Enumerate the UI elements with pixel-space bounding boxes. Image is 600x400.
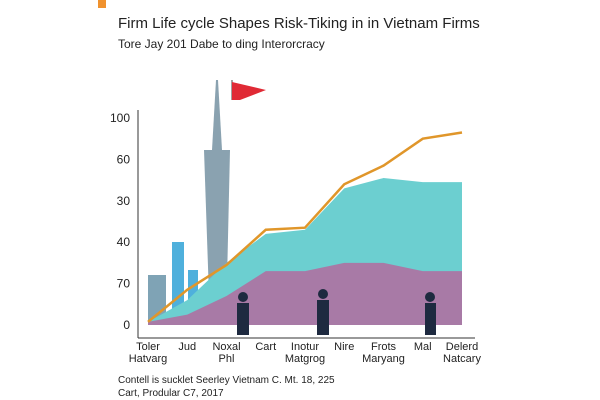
area: [148, 262, 462, 325]
x-tick-label: Nire: [334, 341, 354, 353]
x-tick-label: Noxal Phl: [212, 341, 240, 365]
footnote: Contell is sucklet Seerley Vietnam C. Mt…: [118, 375, 335, 386]
footnote: Cart, Prodular C7, 2017: [118, 388, 224, 399]
x-tick-label: Mal: [414, 341, 432, 353]
x-tick-label: Toler Hatvarg: [129, 341, 168, 365]
x-tick-label: Delerd Natcary: [443, 341, 481, 365]
chart-subtitle: Tore Jay 201 Dabe to ding Interorcracy: [118, 37, 325, 51]
people: [237, 289, 436, 335]
accent: [98, 0, 106, 8]
y-tick-label: 0: [123, 318, 130, 332]
y-tick-label: 30: [117, 194, 131, 208]
x-tick-label: Frots Maryang: [362, 341, 405, 365]
y-tick-label: 60: [117, 152, 131, 166]
chart-title: Firm Life cycle Shapes Risk-Tiking in in…: [118, 15, 480, 32]
x-tick-label: Cart: [255, 341, 276, 353]
x-tick-label: Inotur Matgrog: [285, 341, 325, 365]
x-tick-label: Jud: [178, 341, 196, 353]
y-tick-label: 70: [117, 277, 131, 291]
y-tick-label: 40: [117, 235, 131, 249]
y-tick-label: 100: [110, 111, 130, 125]
line: [147, 131, 463, 323]
